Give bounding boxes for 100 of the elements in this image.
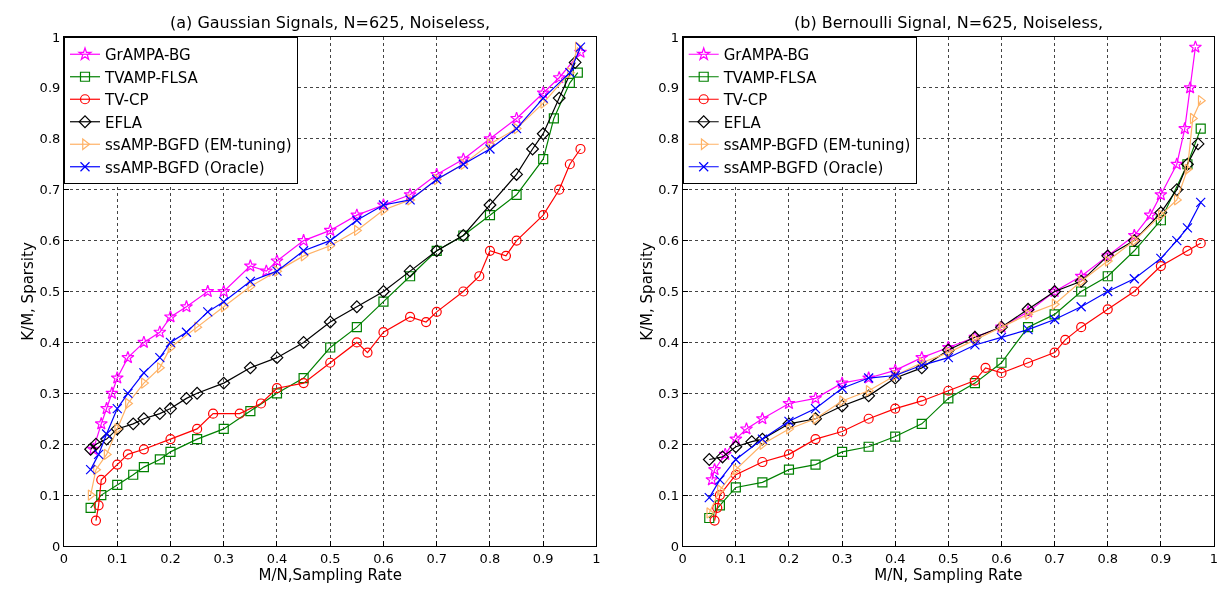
point xyxy=(1076,322,1087,333)
point xyxy=(782,396,796,410)
point xyxy=(564,77,575,88)
point xyxy=(709,515,720,526)
point xyxy=(526,142,540,156)
point xyxy=(243,361,257,375)
point xyxy=(782,417,796,431)
y-axis-title: K/M, Sparsity xyxy=(637,242,656,341)
point xyxy=(890,431,901,442)
point xyxy=(297,335,311,349)
point xyxy=(153,325,167,338)
point xyxy=(325,235,336,246)
point xyxy=(888,363,902,377)
point xyxy=(137,412,151,426)
point xyxy=(1102,271,1113,282)
y-tick-label: 0.7 xyxy=(39,182,61,198)
point xyxy=(1076,301,1087,312)
point xyxy=(1195,123,1206,134)
point xyxy=(536,86,550,99)
point xyxy=(996,332,1007,343)
point xyxy=(420,316,432,328)
point xyxy=(350,208,364,221)
y-tick-label: 0.1 xyxy=(658,487,679,503)
point xyxy=(1022,357,1034,368)
point xyxy=(259,264,273,277)
point xyxy=(863,441,874,452)
point xyxy=(217,284,231,298)
point xyxy=(154,352,165,363)
point xyxy=(916,418,927,429)
point xyxy=(105,386,119,399)
chart-title: (b) Bernoulli Signal, N=625, Noiseless, xyxy=(794,13,1104,32)
point xyxy=(377,285,390,298)
point xyxy=(380,204,389,216)
point xyxy=(786,423,795,435)
point xyxy=(484,210,496,221)
point xyxy=(378,296,389,307)
point xyxy=(552,91,566,105)
point xyxy=(298,245,309,256)
x-tick-label: 0.4 xyxy=(266,550,288,566)
x-tick-label: 0.6 xyxy=(373,550,394,566)
x-tick-label: 0.2 xyxy=(160,550,181,566)
point xyxy=(888,371,902,385)
legend-label: GrAMPA-BG xyxy=(723,46,810,65)
point xyxy=(835,399,849,413)
x-tick-label: 0.7 xyxy=(426,550,448,566)
point xyxy=(487,138,496,150)
point xyxy=(1195,197,1206,208)
point xyxy=(1060,334,1071,345)
point xyxy=(1195,238,1206,249)
point xyxy=(138,367,149,379)
point xyxy=(836,383,848,394)
point xyxy=(431,306,442,317)
point xyxy=(87,489,96,501)
point xyxy=(207,408,219,419)
point xyxy=(190,386,204,400)
point xyxy=(943,393,954,404)
point xyxy=(511,235,522,246)
y-tick-label: 0 xyxy=(52,538,61,554)
y-tick-label: 0.6 xyxy=(39,233,61,249)
point xyxy=(1155,260,1166,272)
y-tick-label: 0.6 xyxy=(658,233,679,249)
point xyxy=(996,367,1007,379)
point xyxy=(93,449,104,460)
point xyxy=(916,360,927,371)
point xyxy=(325,357,336,368)
point xyxy=(180,391,193,405)
point xyxy=(759,438,768,450)
point xyxy=(1155,215,1166,226)
point xyxy=(217,376,231,390)
point xyxy=(1170,157,1184,170)
legend-label: EFLA xyxy=(105,113,143,132)
point xyxy=(943,385,954,396)
point xyxy=(575,143,586,155)
point xyxy=(404,311,416,323)
point xyxy=(980,362,991,373)
point xyxy=(1182,222,1193,233)
point xyxy=(572,67,583,78)
point xyxy=(201,284,215,298)
point xyxy=(351,337,362,348)
point xyxy=(270,351,284,365)
point xyxy=(94,416,108,430)
point xyxy=(122,388,133,399)
point xyxy=(835,376,849,389)
point xyxy=(1104,255,1113,267)
point xyxy=(165,434,176,445)
point xyxy=(862,389,876,403)
point xyxy=(114,423,123,435)
point xyxy=(100,432,114,446)
y-tick-label: 0.8 xyxy=(39,131,61,147)
point xyxy=(540,97,549,109)
point xyxy=(1171,235,1182,246)
point xyxy=(1182,245,1193,256)
chart-title: (a) Gaussian Signals, N=625, Noiseless, xyxy=(170,13,491,32)
x-tick-label: 0.6 xyxy=(991,550,1012,566)
point xyxy=(810,434,821,445)
point xyxy=(93,500,104,511)
y-tick-label: 0.1 xyxy=(39,487,61,503)
point xyxy=(1188,40,1202,53)
point xyxy=(430,167,444,181)
x-tick-label: 0.8 xyxy=(1097,550,1119,566)
